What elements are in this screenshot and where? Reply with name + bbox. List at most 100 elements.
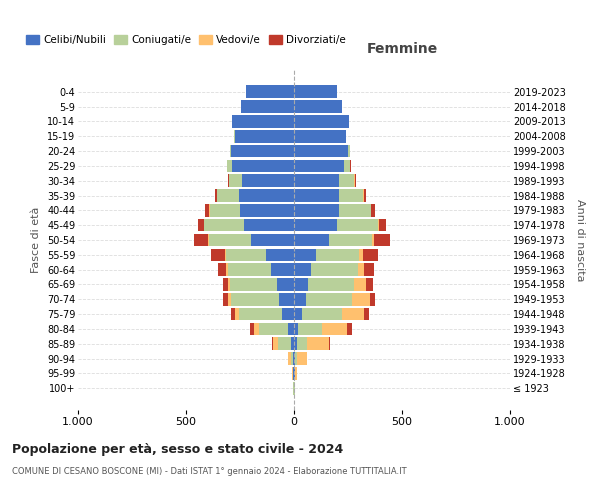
Bar bbox=[209, 234, 251, 246]
Bar bbox=[293, 352, 294, 365]
Bar bbox=[352, 293, 370, 306]
Bar bbox=[228, 293, 232, 306]
Bar bbox=[227, 160, 232, 172]
Bar bbox=[228, 264, 271, 276]
Bar bbox=[294, 130, 346, 142]
Bar bbox=[239, 189, 294, 202]
Bar bbox=[294, 174, 340, 187]
Bar bbox=[232, 293, 279, 306]
Bar bbox=[355, 278, 367, 291]
Bar bbox=[250, 322, 254, 335]
Bar bbox=[340, 204, 371, 216]
Bar bbox=[294, 86, 337, 98]
Bar bbox=[230, 145, 232, 158]
Text: Popolazione per età, sesso e stato civile - 2024: Popolazione per età, sesso e stato civil… bbox=[12, 442, 343, 456]
Bar bbox=[294, 204, 340, 216]
Bar bbox=[235, 308, 239, 320]
Bar bbox=[294, 160, 344, 172]
Y-axis label: Fasce di età: Fasce di età bbox=[31, 207, 41, 273]
Text: COMUNE DI CESANO BOSCONE (MI) - Dati ISTAT 1° gennaio 2024 - Elaborazione TUTTIT: COMUNE DI CESANO BOSCONE (MI) - Dati IST… bbox=[12, 468, 407, 476]
Bar bbox=[241, 100, 294, 113]
Bar bbox=[294, 367, 295, 380]
Bar bbox=[294, 189, 340, 202]
Bar bbox=[242, 174, 294, 187]
Bar bbox=[259, 322, 287, 335]
Bar bbox=[240, 204, 294, 216]
Bar bbox=[316, 248, 359, 261]
Bar bbox=[294, 115, 349, 128]
Bar bbox=[218, 264, 226, 276]
Bar bbox=[254, 322, 259, 335]
Bar bbox=[271, 264, 294, 276]
Bar bbox=[226, 248, 266, 261]
Bar bbox=[294, 352, 295, 365]
Bar bbox=[229, 174, 242, 187]
Bar bbox=[215, 189, 217, 202]
Bar bbox=[295, 352, 297, 365]
Bar bbox=[199, 219, 204, 232]
Bar bbox=[311, 264, 358, 276]
Bar bbox=[322, 322, 347, 335]
Bar bbox=[291, 352, 293, 365]
Bar bbox=[232, 115, 294, 128]
Bar bbox=[282, 308, 294, 320]
Bar bbox=[341, 308, 364, 320]
Bar bbox=[358, 264, 364, 276]
Bar bbox=[296, 338, 307, 350]
Bar bbox=[340, 174, 355, 187]
Bar bbox=[363, 248, 378, 261]
Bar bbox=[364, 264, 374, 276]
Bar bbox=[359, 248, 363, 261]
Bar bbox=[230, 278, 277, 291]
Bar bbox=[231, 308, 235, 320]
Bar bbox=[367, 278, 373, 291]
Bar bbox=[194, 234, 208, 246]
Bar bbox=[205, 204, 209, 216]
Bar bbox=[228, 278, 230, 291]
Bar bbox=[232, 145, 294, 158]
Bar bbox=[295, 367, 297, 380]
Bar bbox=[379, 219, 386, 232]
Bar bbox=[277, 278, 294, 291]
Bar bbox=[329, 338, 330, 350]
Legend: Celibi/Nubili, Coniugati/e, Vedovi/e, Divorziati/e: Celibi/Nubili, Coniugati/e, Vedovi/e, Di… bbox=[22, 31, 350, 50]
Bar bbox=[294, 100, 341, 113]
Bar bbox=[223, 278, 228, 291]
Bar bbox=[226, 264, 228, 276]
Bar bbox=[355, 174, 356, 187]
Bar bbox=[308, 278, 355, 291]
Bar bbox=[297, 352, 307, 365]
Bar bbox=[210, 204, 240, 216]
Bar bbox=[225, 248, 226, 261]
Bar bbox=[247, 86, 294, 98]
Y-axis label: Anni di nascita: Anni di nascita bbox=[575, 198, 585, 281]
Bar bbox=[374, 234, 390, 246]
Bar bbox=[294, 145, 348, 158]
Bar bbox=[228, 174, 229, 187]
Bar bbox=[340, 189, 363, 202]
Bar bbox=[294, 248, 316, 261]
Bar bbox=[372, 234, 374, 246]
Bar bbox=[371, 204, 374, 216]
Bar bbox=[266, 248, 294, 261]
Bar bbox=[211, 248, 225, 261]
Bar bbox=[337, 219, 378, 232]
Bar bbox=[274, 338, 278, 350]
Bar bbox=[288, 352, 291, 365]
Text: Femmine: Femmine bbox=[367, 42, 437, 56]
Bar bbox=[294, 278, 308, 291]
Bar bbox=[364, 308, 369, 320]
Bar bbox=[294, 308, 302, 320]
Bar bbox=[294, 219, 337, 232]
Bar bbox=[208, 234, 209, 246]
Bar bbox=[293, 367, 294, 380]
Bar bbox=[294, 293, 306, 306]
Bar bbox=[244, 219, 294, 232]
Bar bbox=[344, 160, 350, 172]
Bar bbox=[223, 293, 228, 306]
Bar bbox=[232, 160, 294, 172]
Bar bbox=[272, 338, 274, 350]
Bar bbox=[302, 308, 341, 320]
Bar bbox=[291, 338, 294, 350]
Bar bbox=[205, 219, 244, 232]
